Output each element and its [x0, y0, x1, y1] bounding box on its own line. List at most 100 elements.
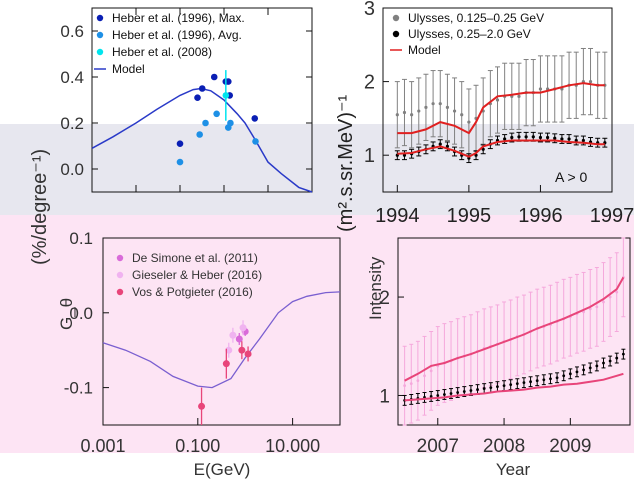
- bottom-left-xtick-label: 10.000: [265, 436, 320, 456]
- top-left-point: [251, 115, 259, 122]
- bottom-left-ytick-label: 0.1: [69, 229, 93, 248]
- top-left-legend-marker-0: [96, 14, 104, 22]
- top-right-legend-label-0: Ulysses, 0.125–0.25 GeV: [408, 11, 544, 25]
- bottom-left-point: [229, 331, 237, 339]
- bottom-right-point: [489, 386, 493, 389]
- bottom-right-point: [416, 379, 420, 383]
- top-right-point: [553, 136, 557, 140]
- top-right-xtick-label: 1995: [447, 205, 492, 227]
- top-right-point: [581, 138, 585, 143]
- bottom-right-xtick-label: 2008: [483, 436, 525, 457]
- top-right-point: [438, 102, 442, 106]
- bottom-left-point: [222, 360, 230, 368]
- bottom-right-point: [549, 377, 552, 381]
- bottom-left-point: [238, 346, 246, 354]
- top-right-point: [560, 137, 564, 141]
- top-right-legend-label-2: Model: [408, 43, 441, 57]
- bottom-right-model-line-1: [404, 372, 624, 402]
- top-left-ytick-label: 0.4: [60, 68, 84, 87]
- top-left-point: [227, 119, 234, 127]
- top-right-point: [517, 135, 521, 139]
- bottom-right-point: [608, 295, 612, 299]
- bottom-left-ytick-label: -0.1: [64, 379, 93, 398]
- bottom-left-ytick-label: 0.0: [69, 304, 93, 323]
- top-right-point: [538, 135, 543, 140]
- bottom-right-point: [469, 389, 473, 392]
- top-right-point: [545, 135, 550, 140]
- bottom-left-frame: [102, 237, 341, 426]
- bottom-left-point: [239, 324, 247, 332]
- bottom-right-point: [535, 379, 539, 383]
- bottom-left-legend-marker-0: [116, 254, 124, 262]
- top-left-ytick-label: 0.2: [60, 114, 84, 133]
- bottom-right-point: [502, 384, 506, 388]
- top-right-point: [460, 113, 464, 117]
- bottom-right-ytick-label: 2: [379, 288, 390, 309]
- bottom-right-point: [608, 359, 612, 363]
- top-right-point: [467, 120, 471, 124]
- top-right-point: [531, 135, 535, 139]
- bottom-right-point: [476, 388, 479, 391]
- bottom-right-point: [423, 374, 426, 378]
- bottom-right-point: [436, 394, 440, 397]
- top-right-xtick-label: 1996: [518, 205, 563, 227]
- bottom-right-point: [496, 385, 499, 389]
- top-right-legend-marker-0: [392, 14, 400, 22]
- bottom-left-point: [235, 335, 243, 343]
- top-left-point: [252, 138, 259, 145]
- top-right-ytick-label: 2: [364, 72, 375, 94]
- bottom-right-ytick-label: 1: [379, 386, 390, 407]
- top-left-legend-label-2: Heber et al. (2008): [112, 45, 212, 59]
- top-right-ytick-label: 3: [364, 0, 375, 20]
- bottom-right-point: [429, 395, 433, 398]
- bottom-right-point: [403, 384, 407, 388]
- background-band-gray: [0, 124, 634, 215]
- top-left-point: [222, 92, 230, 99]
- top-right-point: [452, 109, 457, 113]
- top-left-point: [176, 140, 184, 147]
- bottom-right-point: [456, 391, 460, 394]
- bottom-right-xlabel: Year: [496, 460, 531, 479]
- top-right-frame: [382, 7, 613, 193]
- bottom-right-frame: [397, 237, 631, 426]
- bottom-right-point: [621, 352, 625, 356]
- top-right-legend-label-1: Ulysses, 0.25–2.0 GeV: [408, 27, 531, 41]
- bottom-right-point: [515, 382, 519, 386]
- top-right-point: [445, 144, 450, 148]
- top-right-point: [538, 87, 543, 91]
- top-left-point: [224, 78, 232, 85]
- top-right-point: [510, 135, 514, 140]
- top-right-point: [503, 137, 507, 141]
- bottom-left-xtick-label: 0.100: [175, 436, 220, 456]
- top-left-point: [210, 73, 218, 81]
- top-right-point: [567, 137, 571, 141]
- bottom-right-point: [542, 378, 546, 382]
- bottom-right-point: [462, 390, 466, 393]
- top-right-xtick-label: 1994: [375, 205, 420, 227]
- bottom-right-point: [582, 368, 585, 372]
- top-left-point: [194, 94, 201, 101]
- top-right-point: [431, 102, 435, 106]
- top-left-legend-marker-1: [96, 31, 104, 39]
- bottom-left-xlabel: E(GeV): [194, 460, 251, 479]
- top-right-point: [588, 80, 593, 84]
- top-right-point: [402, 110, 407, 115]
- right-shared-ylabel: (m².s.sr.MeV)⁻¹: [335, 94, 357, 232]
- bottom-left-legend-label-2: Vos & Potgieter (2016): [132, 285, 253, 299]
- bottom-right-point: [482, 387, 486, 390]
- bottom-right-xtick-label: 2007: [417, 436, 459, 457]
- bottom-right-model-line-0: [404, 276, 625, 382]
- bottom-left-legend-marker-2: [116, 288, 124, 296]
- bottom-right-point: [555, 376, 559, 380]
- background-band-pink: [0, 215, 634, 453]
- bottom-left-model-line: [102, 291, 341, 389]
- bottom-left-point: [198, 402, 206, 410]
- top-left-legend-label-0: Heber et al. (1996), Max.: [112, 11, 245, 25]
- top-right-model-line-0: [397, 82, 605, 135]
- top-right-point: [524, 135, 528, 139]
- top-left-model-line: [91, 87, 313, 193]
- top-left-ytick-label: 0.0: [60, 160, 84, 179]
- top-left-legend-label-1: Heber et al. (1996), Avg.: [112, 28, 242, 42]
- top-right-point: [410, 113, 414, 117]
